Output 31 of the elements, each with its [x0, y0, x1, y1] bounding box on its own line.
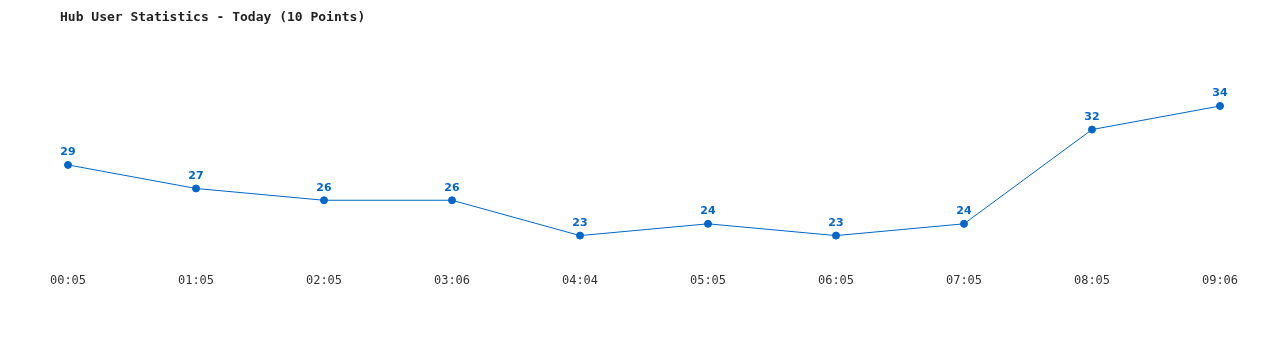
data-label: 29: [60, 145, 76, 159]
point: [704, 219, 712, 228]
data-label: 23: [828, 215, 844, 229]
point: [320, 196, 328, 205]
point: [832, 231, 840, 240]
chart-title: Hub User Statistics - Today (10 Points): [60, 9, 366, 24]
point: [1216, 102, 1224, 110]
data-label: 26: [316, 180, 332, 194]
point: [960, 219, 968, 228]
data-label: 32: [1084, 109, 1100, 123]
point: [576, 231, 584, 240]
x-tick-label: 08:05: [1073, 272, 1111, 287]
x-tick-label: 00:05: [49, 272, 87, 287]
x-tick-label: 05:05: [689, 272, 727, 287]
data-label: 23: [572, 215, 588, 229]
x-tick-label: 01:05: [177, 272, 215, 287]
point: [448, 196, 456, 205]
data-label: 24: [700, 204, 716, 218]
point: [192, 184, 200, 193]
data-label: 26: [444, 180, 460, 194]
data-label: 24: [956, 204, 972, 218]
x-tick-label: 03:06: [433, 272, 471, 287]
data-label: 34: [1212, 86, 1228, 100]
data-label: 27: [188, 168, 204, 182]
x-tick-label: 02:05: [305, 272, 343, 287]
x-tick-label: 09:06: [1201, 272, 1239, 287]
x-tick-label: 06:05: [817, 272, 855, 287]
point: [64, 160, 72, 169]
x-tick-label: 07:05: [945, 272, 983, 287]
x-tick-label: 04:04: [561, 272, 599, 287]
point: [1088, 125, 1096, 134]
